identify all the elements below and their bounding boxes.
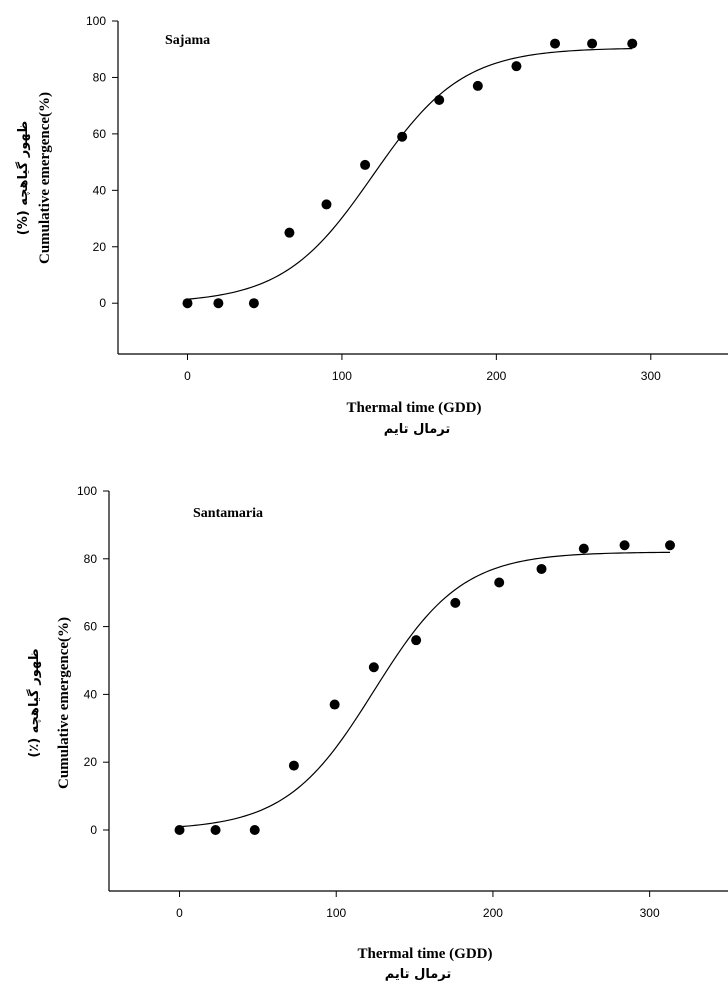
data-point [578,543,589,554]
y-axis-label: Cumulative emergence(%) [56,617,72,789]
x-axis-label: Thermal time (GDD) [358,946,493,962]
data-point [248,298,259,309]
chart-panel-santamaria: 0 20 40 60 80 100 0 100 200 300 Santamaria Therma… [26,484,728,982]
data-point [411,635,422,646]
data-point [494,577,505,588]
y-tick-label: 60 [84,620,98,634]
data-point [329,699,340,710]
chart-panel-sajama: 0 20 40 60 80 100 0 100 200 300 Sajama Thermal ti… [15,14,728,437]
y-axis-label-fa: ظهور گیاهچه (٪) [26,648,42,757]
data-point [619,540,630,551]
data-point [536,563,547,574]
x-axis-label-fa: ترمال تایم [384,422,451,437]
y-tick-label: 20 [93,240,107,254]
y-tick-label: 0 [99,296,106,310]
data-points [174,540,676,835]
data-points [182,38,638,309]
y-tick-label: 100 [86,14,106,28]
y-tick-label: 80 [93,70,107,84]
y-axis-label-fa: ظهور گیاهچه (%) [15,121,31,235]
data-point [511,61,522,72]
fitted-curve-line [187,47,633,300]
fitted-curve [187,47,633,300]
data-point [213,298,224,309]
x-tick-label: 0 [176,906,183,920]
data-point [368,662,379,673]
y-axis-label: Cumulative emergence(%) [37,92,53,264]
fitted-curve [179,551,671,828]
y-tick-label: 80 [84,552,98,566]
data-point [210,824,221,835]
y-tick-label: 0 [90,823,97,837]
y-tick-label: 40 [93,183,107,197]
data-point [360,159,371,170]
data-point [397,131,408,142]
y-tick-label: 60 [93,127,107,141]
x-axis-label-fa: ترمال تایم [385,967,452,982]
x-tick-label: 100 [332,369,352,383]
data-point [284,227,295,238]
fitted-curve-line [179,551,671,828]
data-point [472,80,483,91]
data-point [550,38,561,49]
y-tick-label: 20 [84,755,98,769]
data-point [587,38,598,49]
axes: 0 20 40 60 80 100 0 100 200 300 [77,484,728,920]
x-tick-label: 200 [486,369,506,383]
data-point [450,597,461,608]
x-tick-label: 0 [184,369,191,383]
x-tick-label: 100 [326,906,346,920]
data-point [174,824,185,835]
data-point [434,95,445,106]
panel-title: Santamaria [193,506,263,521]
panel-title: Sajama [165,33,210,48]
x-tick-label: 300 [641,369,661,383]
data-point [321,199,332,210]
data-point [288,760,299,771]
x-axis-label: Thermal time (GDD) [347,400,482,416]
y-tick-label: 40 [84,687,98,701]
x-tick-label: 300 [640,906,660,920]
y-tick-label: 100 [77,484,97,498]
axes: 0 20 40 60 80 100 0 100 200 300 [86,14,728,383]
data-point [249,824,260,835]
data-point [627,38,638,49]
data-point [665,540,676,551]
x-tick-label: 200 [483,906,503,920]
data-point [182,298,193,309]
